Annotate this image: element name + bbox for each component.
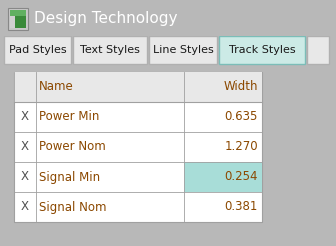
Text: Signal Nom: Signal Nom xyxy=(39,200,107,214)
Text: X: X xyxy=(21,140,29,154)
Text: Power Min: Power Min xyxy=(39,110,99,123)
Bar xyxy=(14,72,262,222)
Text: 0.635: 0.635 xyxy=(225,110,258,123)
Bar xyxy=(307,36,329,64)
Text: Track Styles: Track Styles xyxy=(229,45,295,55)
Bar xyxy=(149,36,217,64)
Text: 0.381: 0.381 xyxy=(225,200,258,214)
Bar xyxy=(10,16,15,28)
Text: Width: Width xyxy=(223,80,258,93)
Text: Signal Min: Signal Min xyxy=(39,170,100,184)
Bar xyxy=(73,36,147,64)
Text: X: X xyxy=(21,110,29,123)
Bar xyxy=(10,10,26,28)
Text: Power Nom: Power Nom xyxy=(39,140,106,154)
Text: Text Styles: Text Styles xyxy=(80,45,140,55)
Bar xyxy=(4,36,71,64)
Bar xyxy=(219,36,305,64)
Bar xyxy=(10,10,26,16)
Text: 1.270: 1.270 xyxy=(224,140,258,154)
Text: Design Technology: Design Technology xyxy=(34,11,177,26)
Text: X: X xyxy=(21,170,29,184)
Text: X: X xyxy=(21,200,29,214)
Text: Name: Name xyxy=(39,80,74,93)
Bar xyxy=(14,72,262,102)
Text: Pad Styles: Pad Styles xyxy=(9,45,66,55)
Bar xyxy=(8,8,28,30)
Bar xyxy=(184,162,262,192)
Text: Line Styles: Line Styles xyxy=(153,45,213,55)
Text: 0.254: 0.254 xyxy=(224,170,258,184)
